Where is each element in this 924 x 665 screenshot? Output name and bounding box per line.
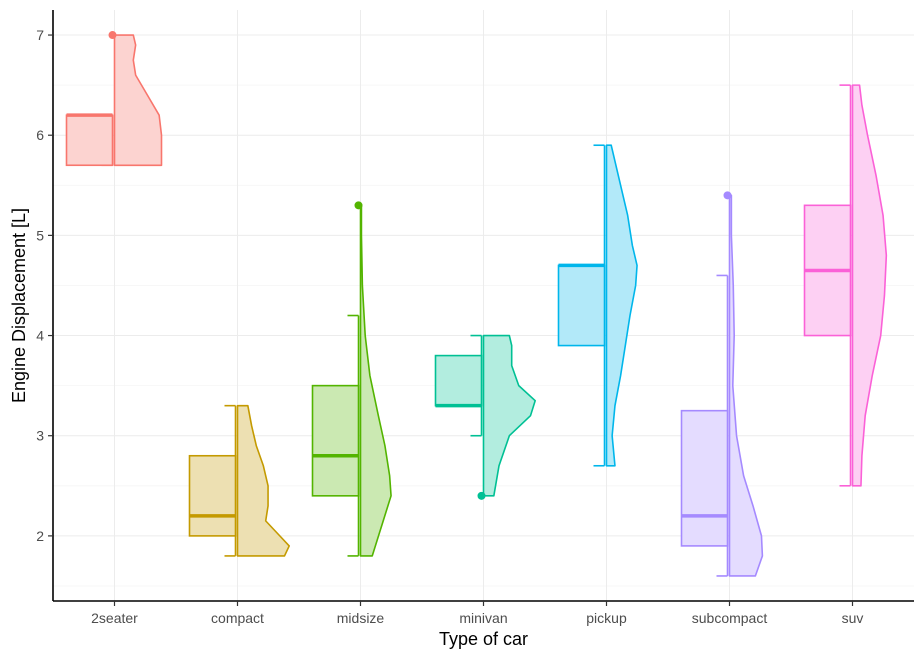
series-compact	[188, 404, 290, 557]
x-tick-label: 2seater	[91, 610, 138, 626]
plot-area	[65, 31, 888, 577]
series-pickup	[557, 144, 638, 467]
x-axis-title: Type of car	[439, 629, 528, 649]
violin-midsize	[359, 204, 392, 557]
violin-pickup	[605, 144, 638, 467]
x-tick-label: pickup	[586, 610, 627, 626]
box-subcompact	[680, 409, 729, 547]
violin-suv	[851, 84, 888, 487]
y-tick-label: 2	[36, 528, 44, 544]
y-tick-label: 4	[36, 328, 44, 344]
series-suv	[803, 84, 888, 487]
outlier-point	[477, 491, 486, 500]
box-midsize	[311, 384, 360, 497]
box-minivan	[434, 354, 483, 407]
outlier-point	[354, 201, 363, 210]
box-pickup	[557, 264, 606, 347]
y-tick-label: 5	[36, 227, 44, 243]
series-minivan	[434, 334, 536, 500]
x-tick-label: midsize	[337, 610, 385, 626]
y-tick-label: 6	[36, 127, 44, 143]
axes: 2 3 4 5 6 7 2seater compact midsize minivan pickup…	[36, 10, 914, 626]
gridlines	[53, 10, 914, 601]
y-tick-label: 3	[36, 428, 44, 444]
outlier-point	[723, 191, 732, 200]
violin-2seater	[113, 34, 163, 167]
violin-compact	[236, 404, 290, 557]
violin-minivan	[482, 334, 536, 497]
series-subcompact	[680, 191, 764, 577]
x-tick-label: suv	[842, 610, 864, 626]
violin-subcompact	[728, 194, 764, 577]
x-tick-label: minivan	[459, 610, 507, 626]
y-axis-title: Engine Displacement [L]	[9, 208, 29, 403]
y-tick-label: 7	[36, 27, 44, 43]
x-tick-label: subcompact	[692, 610, 768, 626]
series-midsize	[311, 201, 392, 557]
box-compact	[188, 454, 237, 537]
series-2seater	[65, 31, 163, 167]
x-tick-label: compact	[211, 610, 264, 626]
box-2seater	[65, 114, 114, 167]
outlier-point	[108, 31, 117, 40]
